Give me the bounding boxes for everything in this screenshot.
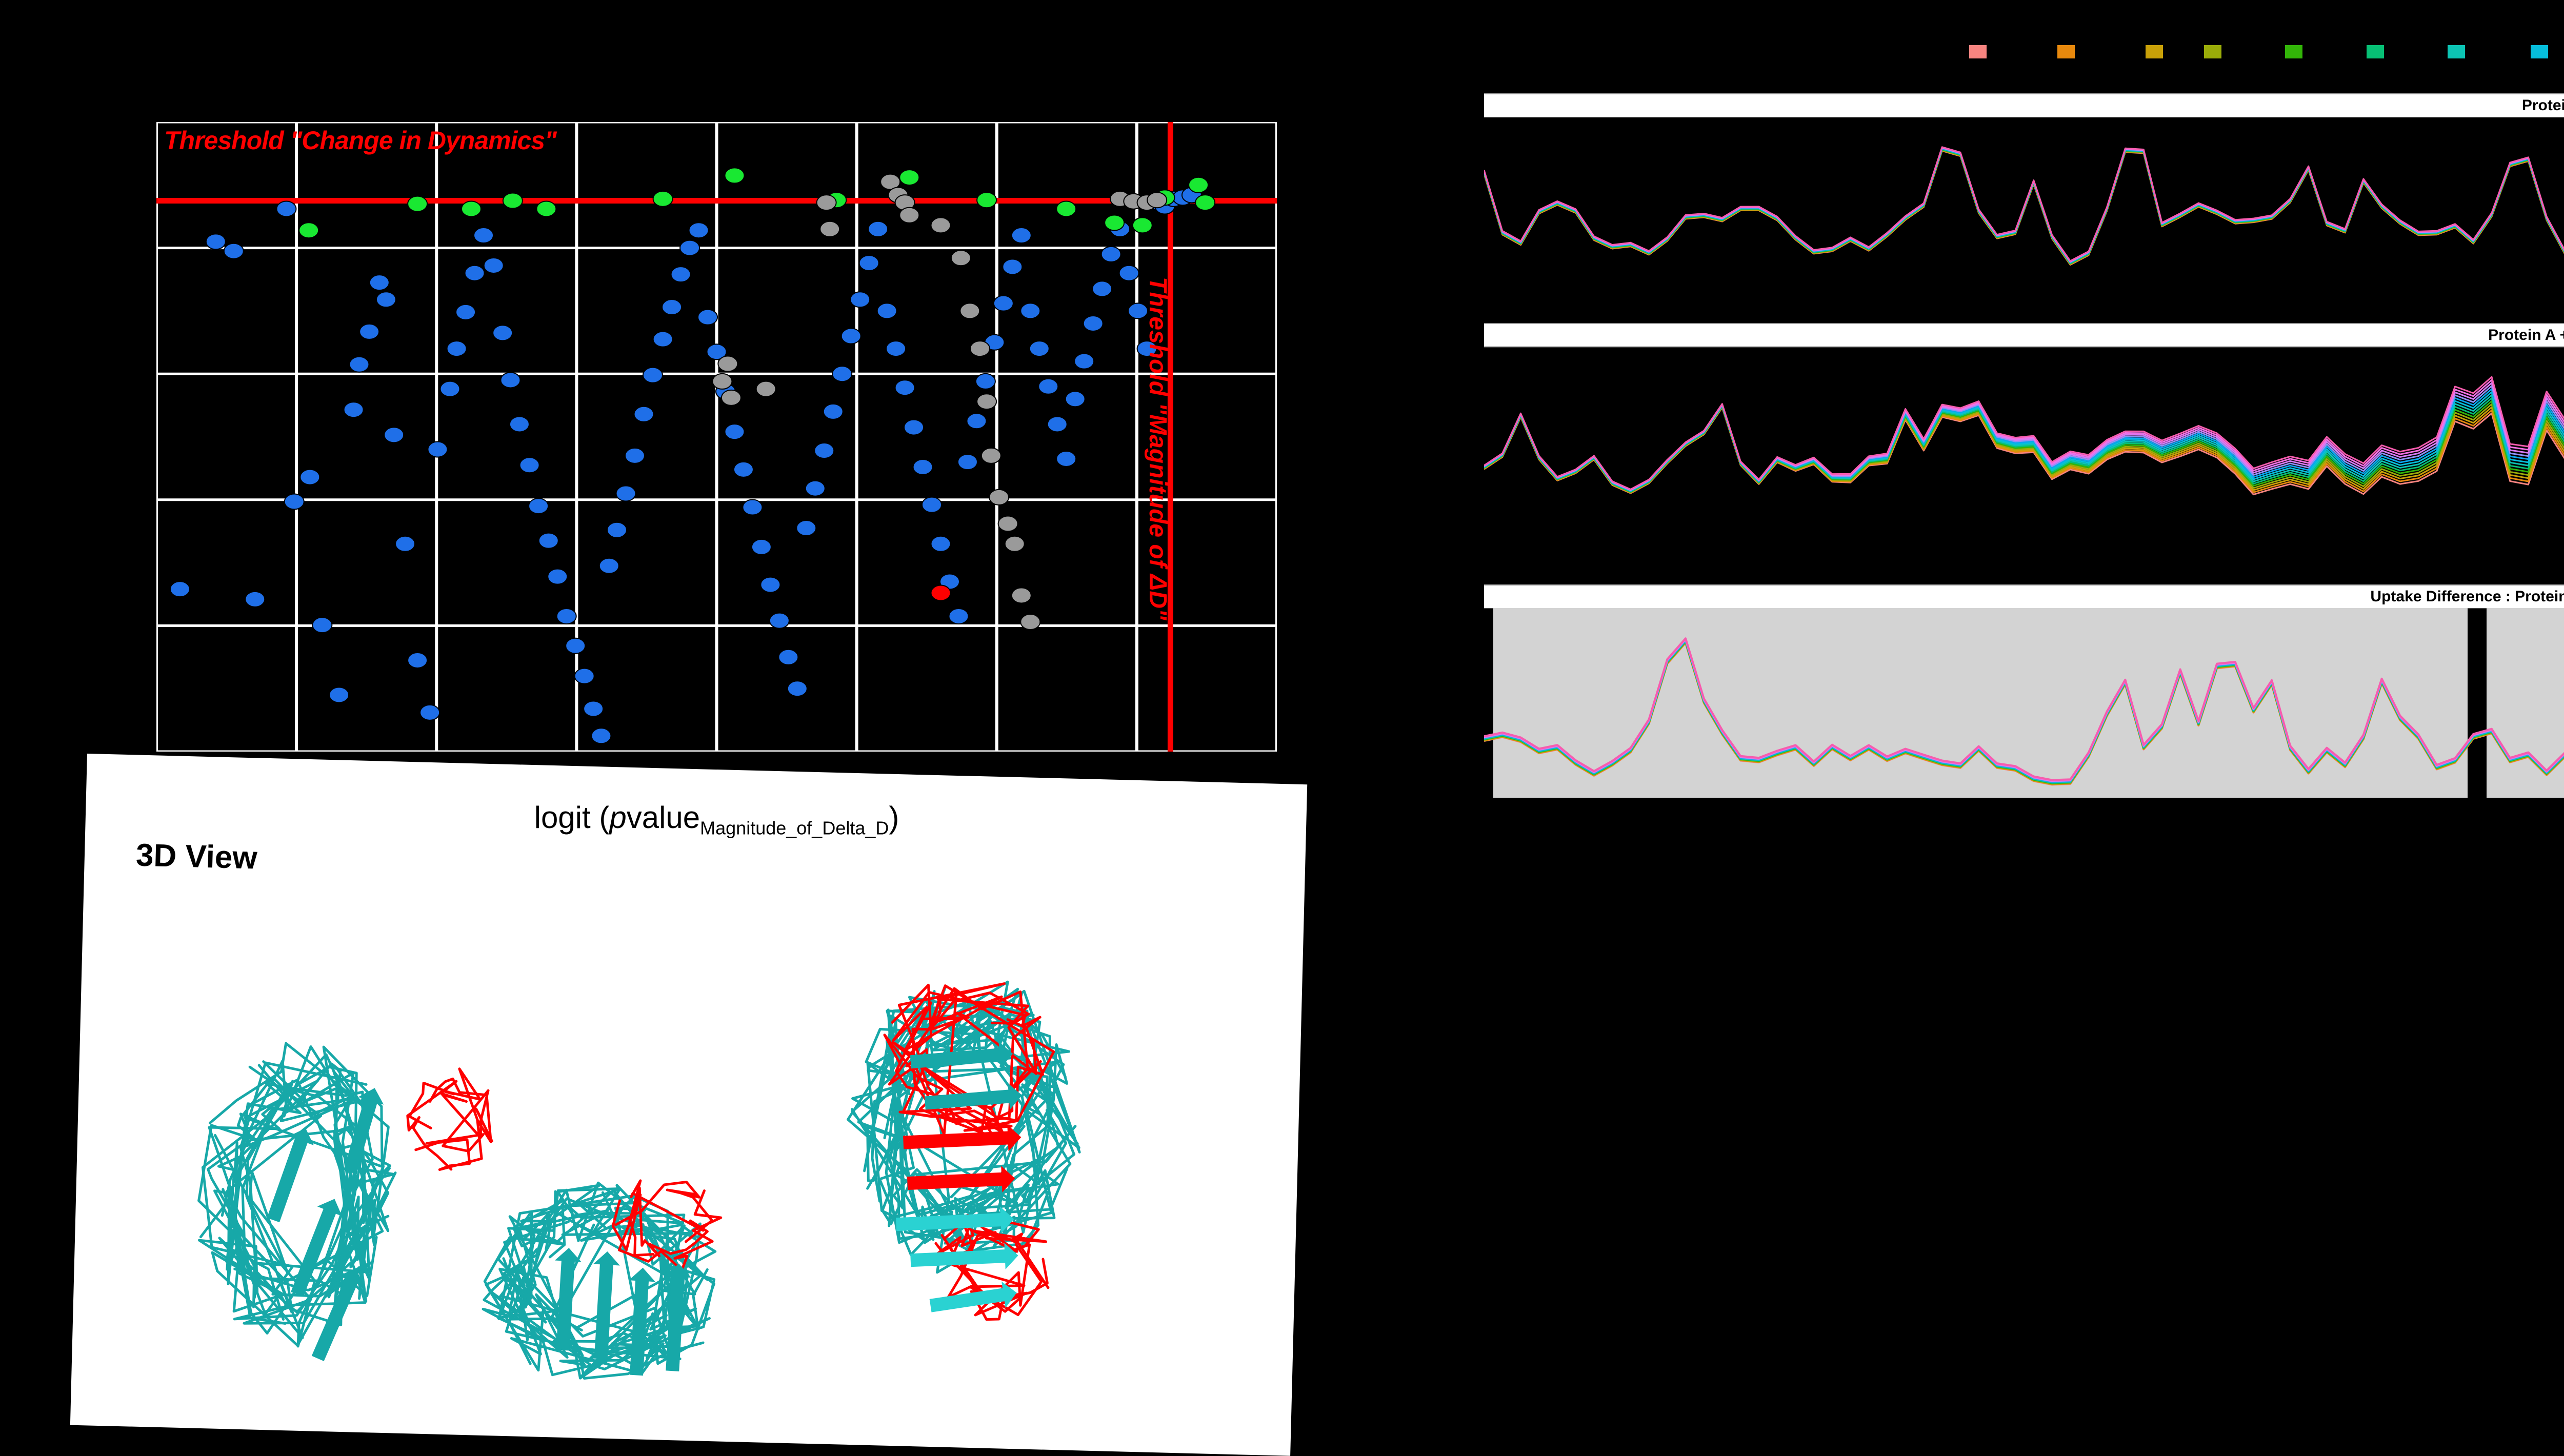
legend-swatch-series-7[interactable] <box>2448 45 2465 58</box>
ribbon-sheet-arrow <box>267 1128 314 1223</box>
trace-line <box>1484 388 2564 492</box>
ribbon-sheet-arrow <box>554 1248 582 1351</box>
legend-swatch-series-6[interactable] <box>2367 45 2384 58</box>
trace-line <box>1484 379 2564 491</box>
ribbon-sheet-arrow <box>924 1083 1023 1110</box>
ribbon-strand <box>488 1203 711 1371</box>
trace-line <box>1484 147 2564 263</box>
ribbon-strand <box>891 983 1044 1132</box>
legend-swatch-series-2[interactable] <box>2057 45 2075 58</box>
trace-line <box>1484 639 2564 783</box>
trace-line <box>1484 640 2564 784</box>
legend-swatch-series-3[interactable] <box>2146 45 2163 58</box>
plot-canvas-protein-a-ligand[interactable] <box>1484 347 2564 505</box>
plot-block-uptake-difference[interactable]: Uptake Difference : Protein A - (Protein… <box>1477 584 2564 800</box>
ribbon-strand <box>222 1097 391 1303</box>
ribbon-strand <box>211 1060 391 1347</box>
x-axis-title-value: value <box>626 800 700 835</box>
ribbon-sheet-arrow <box>895 1206 1014 1233</box>
plot-title-protein-a-ligand: Protein A + Ligand <box>2488 327 2564 343</box>
ribbon-sheet-arrow <box>629 1267 656 1376</box>
protein-a-ligand-traces-svg <box>1484 376 2564 496</box>
trace-line <box>1484 146 2564 262</box>
trace-line <box>1484 146 2564 262</box>
ribbon-strand <box>614 1181 713 1257</box>
timepoint-legend[interactable] <box>1477 45 2564 66</box>
ribbon-strand <box>627 1179 709 1258</box>
x-axis-title-p: p <box>609 800 627 835</box>
uptake-plots-panel: Protein A Protein A + Ligand Uptake Diff… <box>1477 0 2564 1393</box>
ribbon-sheet-arrow <box>593 1251 620 1360</box>
x-axis-title-subscript: Magnitude_of_Delta_D <box>700 817 889 839</box>
3d-view-card[interactable]: 3D View <box>70 754 1308 1456</box>
plot-title-protein-a: Protein A <box>2521 97 2564 114</box>
x-axis-title-close: ) <box>889 800 899 835</box>
trace-line <box>1484 637 2564 781</box>
ribbon-strand <box>414 1077 492 1171</box>
uptake-difference-traces-svg <box>1484 637 2564 786</box>
volcano-svg <box>156 122 1277 752</box>
x-axis-title-main: logit ( <box>534 800 610 835</box>
plot-title-uptake-difference: Uptake Difference : Protein A - (Protein… <box>2370 588 2564 605</box>
trace-line <box>1484 639 2564 783</box>
protein-a-traces-svg <box>1484 146 2564 266</box>
trace-line <box>1484 147 2564 263</box>
ribbon-strand <box>897 982 1036 1124</box>
protein-ribbon-viewport[interactable] <box>158 884 1222 1413</box>
ribbon-strand <box>867 980 1065 1256</box>
legend-swatch-series-5[interactable] <box>2285 45 2302 58</box>
ribbon-strand <box>912 987 1042 1136</box>
legend-swatch-series-4[interactable] <box>2204 45 2221 58</box>
trace-line <box>1484 638 2564 782</box>
ribbon-strand <box>888 991 1030 1133</box>
trace-line <box>1484 147 2564 262</box>
volcano-x-axis-title: logit (pvalueMagnitude_of_Delta_D) <box>156 800 1277 839</box>
ribbon-sheet-arrow <box>903 1124 1021 1151</box>
ribbon-strand <box>499 1202 715 1365</box>
legend-swatch-series-8[interactable] <box>2531 45 2548 58</box>
plot-canvas-uptake-difference[interactable] <box>1484 608 2564 798</box>
ribbon-strand <box>406 1080 493 1171</box>
ribbon-strand <box>483 1209 693 1378</box>
ribbon-sheet-arrow <box>929 1281 1017 1312</box>
trace-line <box>1484 639 2564 783</box>
trace-line <box>1484 148 2564 264</box>
trace-line <box>1484 394 2564 492</box>
plot-block-protein-a-ligand[interactable]: Protein A + Ligand <box>1477 323 2564 508</box>
ribbon-strand <box>482 1181 703 1377</box>
trace-line <box>1484 638 2564 782</box>
ribbon-sheet-arrow <box>907 1165 1015 1192</box>
plot-title-bar-uptake-difference: Uptake Difference : Protein A - (Protein… <box>1484 584 2564 609</box>
volcano-scatter-plot[interactable] <box>156 122 1277 752</box>
3d-view-title: 3D View <box>135 837 258 876</box>
ribbon-sheet-arrow <box>344 1088 384 1174</box>
ribbon-sheet-arrow <box>910 1041 1013 1069</box>
trace-line <box>1484 150 2564 266</box>
ribbon-sheet-arrow <box>910 1243 1018 1270</box>
plot-canvas-protein-a[interactable] <box>1484 117 2564 276</box>
ribbon-strand <box>857 1021 1071 1243</box>
ribbon-sheet-arrow <box>665 1263 692 1371</box>
trace-line <box>1484 376 2564 490</box>
ribbon-sheet-arrow <box>311 1269 364 1362</box>
volcano-panel: Threshold "Change in Dynamics" Threshold… <box>0 0 1333 789</box>
plot-title-bar-protein-a-ligand: Protein A + Ligand <box>1484 323 2564 348</box>
ribbon-strand <box>207 1059 395 1289</box>
ribbon-strand <box>408 1067 490 1152</box>
ribbon-sheet-arrow <box>291 1199 343 1297</box>
threshold-change-in-dynamics-label: Threshold "Change in Dynamics" <box>164 126 557 155</box>
plot-title-bar-protein-a: Protein A <box>1484 93 2564 118</box>
trace-line <box>1484 640 2564 784</box>
threshold-magnitude-of-delta-d-label: Threshold "Magnitude of ΔD" <box>1144 277 1171 620</box>
protein-ribbon-icon <box>197 980 1081 1380</box>
ribbon-strand <box>516 1197 716 1364</box>
trace-line <box>1484 148 2564 264</box>
plot-block-protein-a[interactable]: Protein A <box>1477 93 2564 278</box>
legend-swatch-series-1[interactable] <box>1969 45 1987 58</box>
trace-line <box>1484 637 2564 782</box>
